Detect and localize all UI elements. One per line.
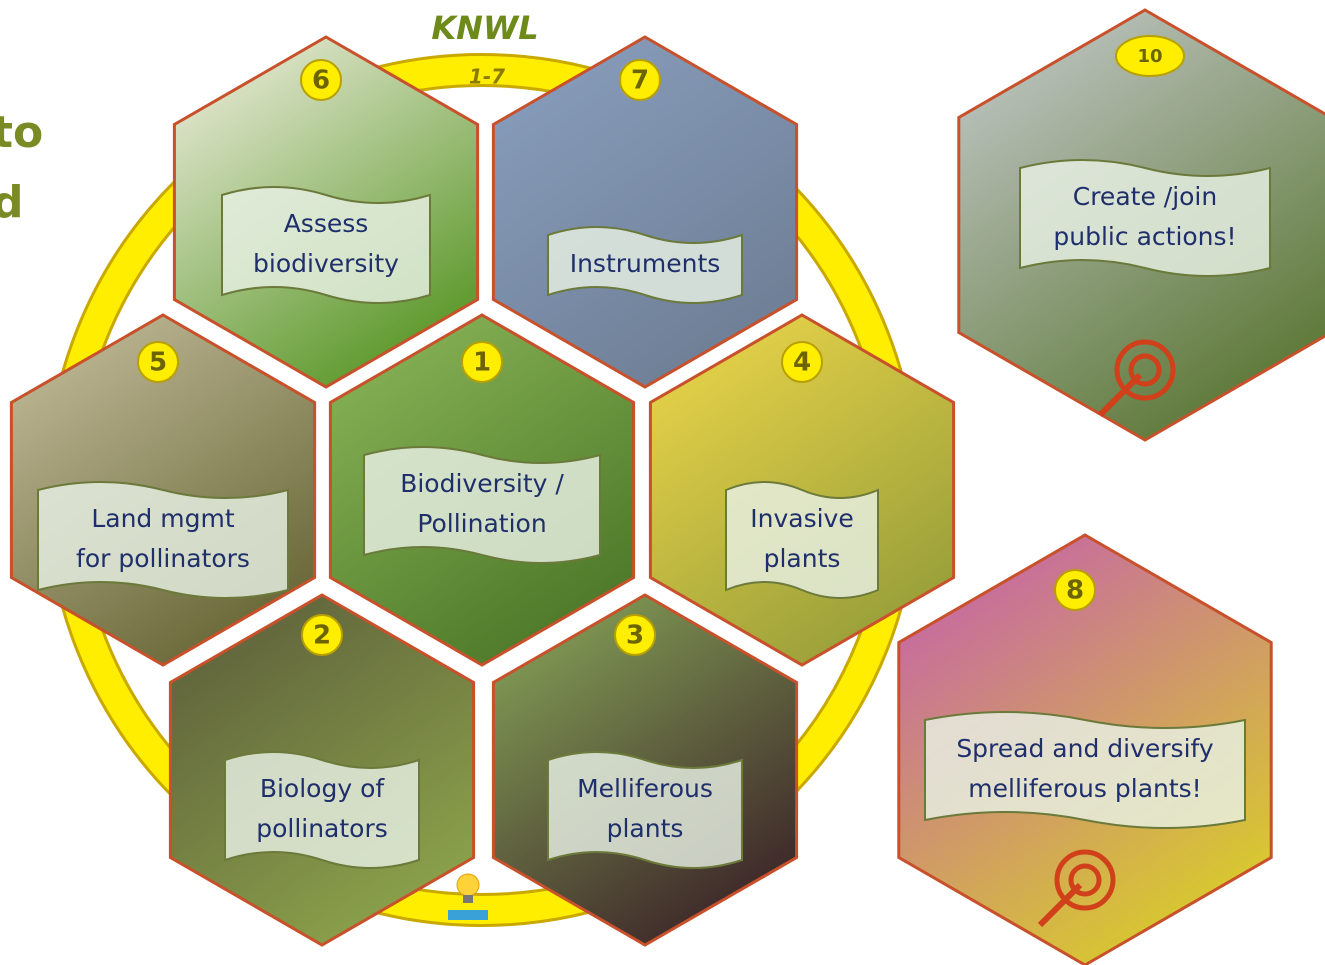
label-banner bbox=[38, 482, 288, 598]
diagram: to d KNWL 1-7 Assess biodiversity 6 Instrum… bbox=[0, 0, 1325, 965]
node-label: for pollinators bbox=[76, 544, 250, 573]
ring-title: KNWL bbox=[431, 9, 538, 47]
label-banner bbox=[1020, 160, 1270, 276]
node-label: Spread and diversify bbox=[956, 734, 1214, 763]
node-label: plants bbox=[764, 544, 841, 573]
label-banner bbox=[364, 447, 600, 563]
node-label: pollinators bbox=[256, 814, 388, 843]
label-banner bbox=[925, 712, 1245, 828]
node-label: Biology of bbox=[260, 774, 386, 803]
node-number: 2 bbox=[313, 621, 331, 651]
node-label: Assess bbox=[284, 209, 369, 238]
node-number: 6 bbox=[312, 66, 330, 96]
ring-label: 1-7 bbox=[469, 65, 505, 89]
node-label: Invasive bbox=[750, 504, 853, 533]
node-label: Create /join bbox=[1073, 182, 1217, 211]
title-fragment: d bbox=[0, 177, 24, 228]
label-banner bbox=[222, 187, 430, 303]
node-label: Pollination bbox=[417, 509, 546, 538]
node-label: public actions! bbox=[1053, 222, 1236, 251]
node-number: 3 bbox=[626, 621, 644, 651]
node-label: Instruments bbox=[570, 249, 721, 278]
node-label: plants bbox=[607, 814, 684, 843]
title-fragment: to bbox=[0, 107, 43, 158]
node-label: Biodiversity / bbox=[400, 469, 564, 498]
label-banner bbox=[225, 752, 419, 868]
label-banner bbox=[726, 482, 878, 598]
node-number: 7 bbox=[631, 66, 649, 96]
node-number: 8 bbox=[1066, 576, 1084, 606]
node-number: 5 bbox=[149, 348, 167, 378]
node-label: biodiversity bbox=[253, 249, 399, 278]
node-number: 4 bbox=[793, 348, 811, 378]
hexagons: Assess biodiversity 6 Instruments 7 Land mgmt… bbox=[11, 10, 1325, 965]
node-number: 1 bbox=[473, 348, 491, 378]
label-banner bbox=[548, 752, 742, 868]
node-label: Land mgmt bbox=[91, 504, 234, 533]
node-label: melliferous plants! bbox=[968, 774, 1201, 803]
node-number: 10 bbox=[1137, 46, 1162, 67]
node-label: Melliferous bbox=[577, 774, 713, 803]
